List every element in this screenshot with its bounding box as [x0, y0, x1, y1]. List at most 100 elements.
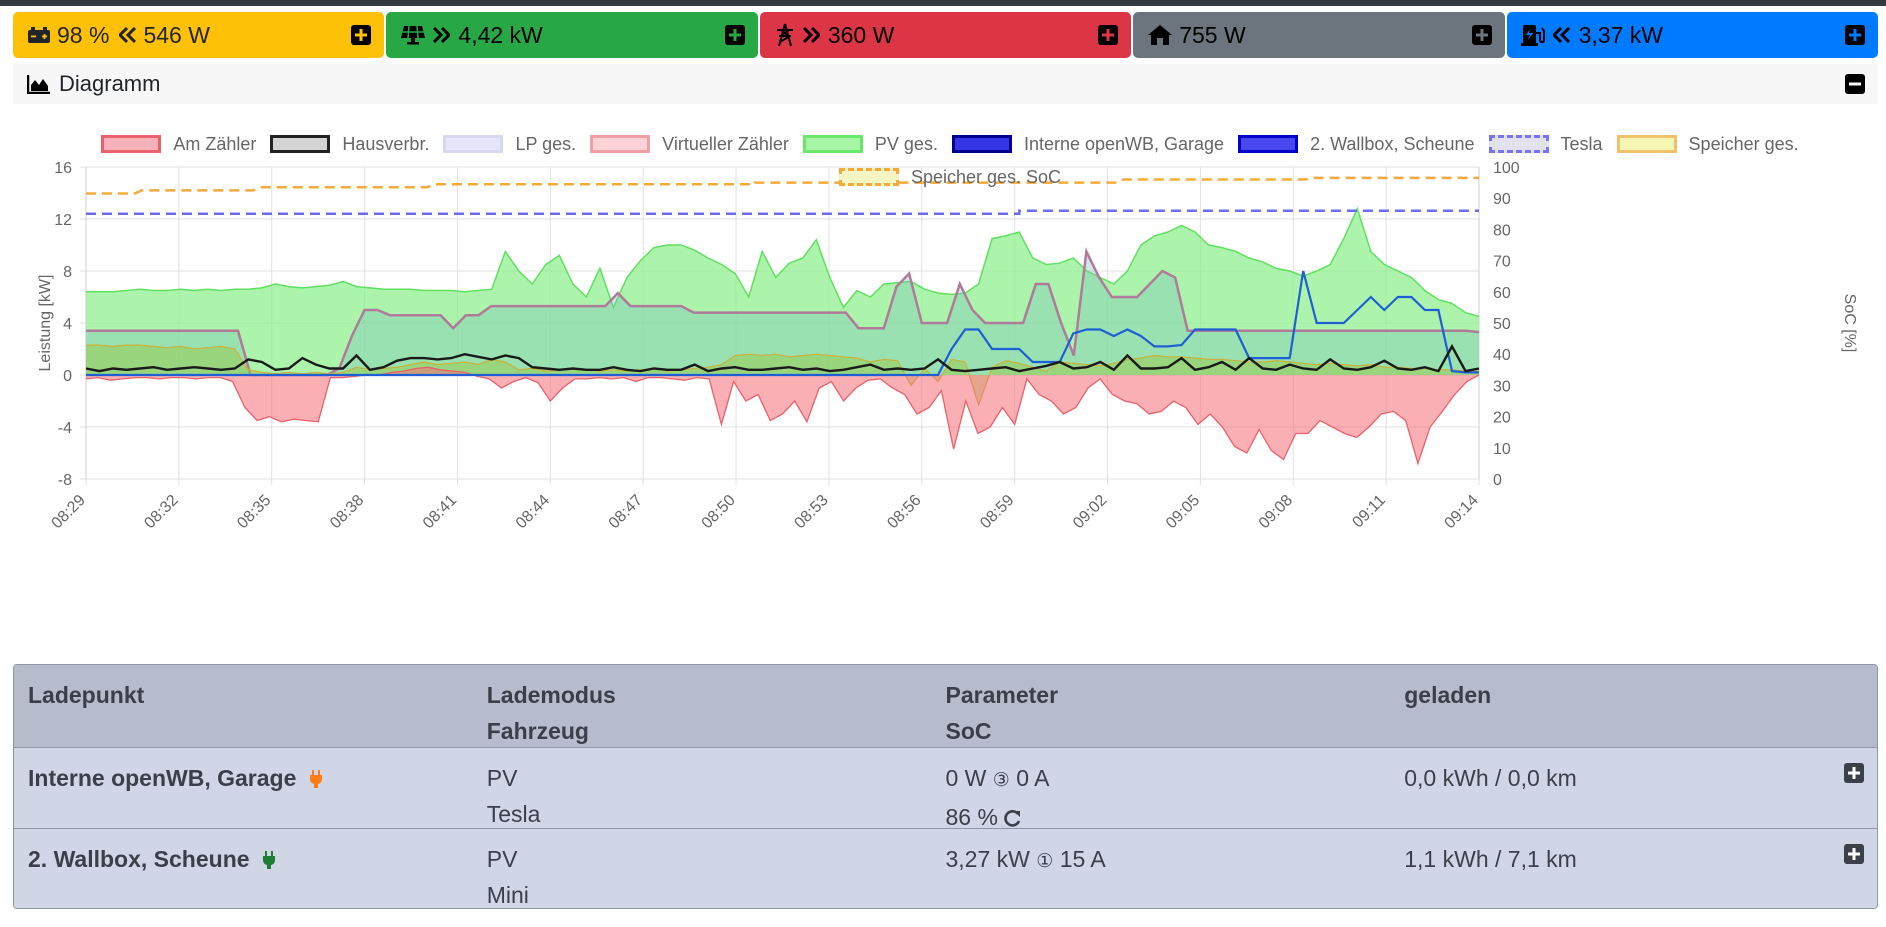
- legend-label: Interne openWB, Garage: [1023, 134, 1225, 154]
- vehicle-name: Mini: [486, 882, 529, 908]
- legend-item[interactable]: Speicher ges. SoC: [838, 161, 1062, 194]
- diagram-card-header[interactable]: Diagramm: [13, 64, 1878, 104]
- legend-item[interactable]: 2. Wallbox, Scheune: [1238, 128, 1475, 161]
- y2-tick-label: 0: [1493, 472, 1502, 489]
- speicher-soc-line: [86, 176, 1479, 195]
- plug-icon: [309, 763, 323, 799]
- legend-label: Virtueller Zähler: [662, 134, 789, 154]
- refresh-icon[interactable]: [1004, 804, 1022, 830]
- y2-tick-label: 40: [1493, 347, 1511, 364]
- param-soc-cell: 3,27 kW ① 15 A: [946, 841, 1405, 908]
- legend-item[interactable]: Interne openWB, Garage: [951, 128, 1225, 161]
- legend-label: 2. Wallbox, Scheune: [1310, 134, 1475, 154]
- charge-current: 15 A: [1059, 846, 1106, 872]
- legend-label: Speicher ges. SoC: [910, 167, 1062, 187]
- charge-current: 0 A: [1016, 765, 1050, 791]
- charge-parameters: 3,27 kW ① 15 A: [946, 841, 1405, 880]
- y2-axis-title: SoC [%]: [1841, 294, 1858, 353]
- double-chevron-left-icon: [119, 27, 137, 43]
- y-tick-label: -8: [58, 472, 72, 489]
- house-status-button[interactable]: 755 W: [1133, 12, 1505, 58]
- power-tower-icon: [774, 23, 796, 47]
- legend-swatch: [1616, 135, 1677, 153]
- grid-status-button[interactable]: 360 W: [759, 12, 1132, 58]
- legend-label: PV ges.: [874, 134, 938, 154]
- legend-item[interactable]: Am Zähler: [101, 128, 256, 161]
- plus-square-icon[interactable]: [1843, 762, 1865, 784]
- y2-tick-label: 20: [1493, 410, 1511, 427]
- legend-label: Tesla: [1560, 134, 1603, 154]
- y2-tick-label: 100: [1493, 160, 1520, 177]
- chargepoint-name: 2. Wallbox, Scheune: [28, 846, 250, 872]
- y2-tick-label: 60: [1493, 285, 1511, 302]
- mode-vehicle-cell: PV Mini: [487, 841, 946, 908]
- plus-square-icon: [1471, 25, 1492, 45]
- header-ladepunkt: Ladepunkt: [28, 682, 145, 708]
- battery-status-button[interactable]: 98 % 546 W: [13, 12, 385, 58]
- table-row[interactable]: Interne openWB, Garage PV Tesla 0 W ③ 0 …: [14, 748, 1877, 830]
- charging-station-icon: [1520, 23, 1547, 47]
- double-chevron-right-icon: [802, 27, 820, 43]
- legend-swatch: [101, 135, 162, 153]
- x-tick-label: 08:44: [513, 492, 553, 532]
- house-power: 755 W: [1179, 21, 1246, 48]
- charged-energy: 1,1 kWh / 7,1 km: [1404, 846, 1577, 872]
- chargepoint-name-cell: 2. Wallbox, Scheune: [28, 841, 487, 908]
- y-tick-label: 16: [54, 160, 72, 177]
- legend-item[interactable]: Hausverbr.: [270, 128, 429, 161]
- y2-tick-label: 30: [1493, 378, 1511, 395]
- chargepoint-table: Ladepunkt Lademodus Fahrzeug Parameter S…: [13, 664, 1878, 909]
- power-chart-area: 16 12 8 4 0 -4 -8 100 90 80 70 60 50 40 30 20 10 0 08:29 08…: [13, 104, 1878, 660]
- double-chevron-left-icon: [1552, 27, 1571, 43]
- circled-three-icon: ③: [992, 770, 1010, 791]
- legend-item[interactable]: Tesla: [1488, 128, 1603, 161]
- grid-meter-series-line: [85, 366, 1480, 466]
- plus-square-icon: [1845, 25, 1866, 45]
- chart-area-icon: [27, 74, 51, 94]
- chargepoints-power: 3,37 kW: [1578, 21, 1663, 48]
- minus-square-icon[interactable]: [1844, 73, 1866, 95]
- battery-soc: 98 %: [57, 21, 110, 48]
- y2-tick-label: 10: [1493, 441, 1511, 458]
- legend-item[interactable]: Virtueller Zähler: [590, 128, 789, 161]
- pv-power: 4,42 kW: [458, 21, 543, 48]
- chargepoints-status-button[interactable]: 3,37 kW: [1506, 12, 1879, 58]
- charge-power: 0 W: [945, 765, 987, 791]
- pv-status-button[interactable]: 4,42 kW: [386, 12, 758, 58]
- legend-swatch: [443, 135, 504, 153]
- legend-swatch: [1238, 135, 1299, 153]
- y2-tick-label: 90: [1493, 191, 1511, 208]
- y2-tick-label: 50: [1493, 316, 1511, 333]
- circled-one-icon: ①: [1036, 851, 1054, 872]
- plug-icon: [262, 844, 276, 880]
- legend-item[interactable]: LP ges.: [443, 128, 576, 161]
- legend-label: Am Zähler: [173, 134, 257, 154]
- table-header-row: Ladepunkt Lademodus Fahrzeug Parameter S…: [14, 665, 1877, 748]
- charged-energy: 0,0 kWh / 0,0 km: [1404, 765, 1577, 791]
- legend-item[interactable]: Speicher ges.: [1616, 128, 1799, 161]
- grid-meter-series-area: [86, 367, 1479, 464]
- charge-parameters: 0 W ③ 0 A: [946, 760, 1405, 799]
- charge-mode[interactable]: PV: [486, 765, 518, 791]
- legend-swatch: [590, 135, 651, 153]
- charge-mode[interactable]: PV: [486, 846, 518, 872]
- table-row[interactable]: 2. Wallbox, Scheune PV Mini 3,27 kW ① 15…: [14, 828, 1877, 908]
- x-tick-label: 09:05: [1163, 492, 1203, 532]
- x-tick-label: 08:47: [606, 492, 646, 532]
- chargepoint-name: Interne openWB, Garage: [28, 765, 297, 791]
- plus-square-icon: [724, 25, 745, 45]
- speicher-series-line: [86, 344, 1479, 407]
- header-lademodus: Lademodus: [486, 682, 616, 708]
- battery-icon: [27, 26, 51, 44]
- y-tick-label: 8: [63, 264, 72, 281]
- y2-tick-label: 70: [1493, 254, 1511, 271]
- legend-item[interactable]: PV ges.: [802, 128, 938, 161]
- y-tick-label: -4: [58, 420, 72, 437]
- solar-panel-icon: [400, 25, 426, 45]
- x-tick-label: 08:35: [234, 492, 274, 532]
- header-fahrzeug: Fahrzeug: [486, 718, 589, 744]
- house-consumption-line: [85, 343, 1480, 373]
- legend-swatch: [838, 168, 899, 186]
- plus-square-icon[interactable]: [1843, 843, 1865, 865]
